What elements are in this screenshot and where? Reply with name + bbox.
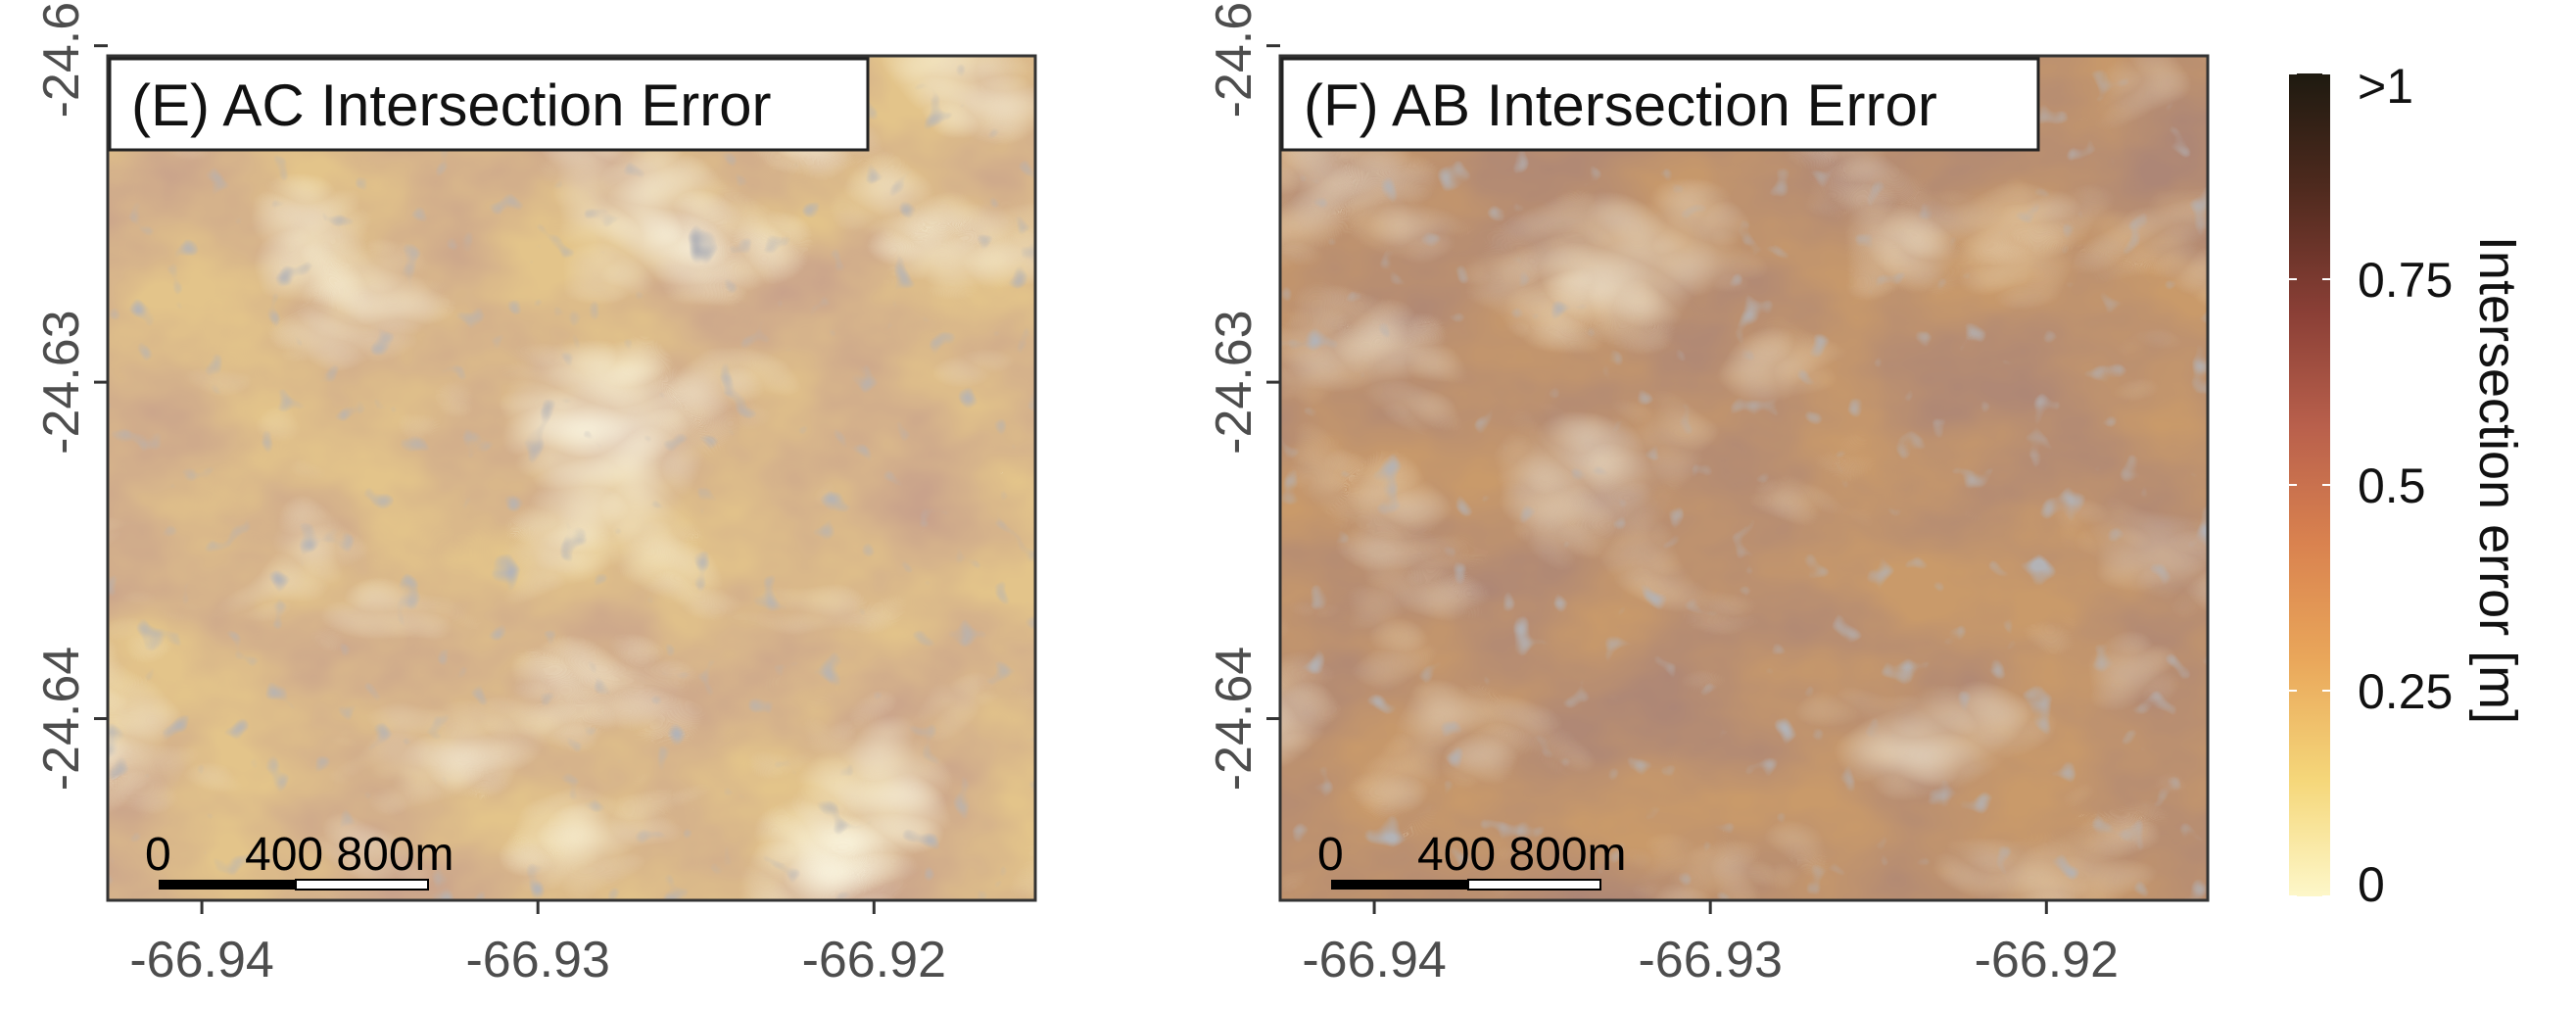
panel-f: -66.94 -66.93 -66.92 -24.62 -24.63 -24.64 (F)… (1206, 0, 2210, 988)
panel-f-scalebar-white (1467, 879, 1601, 891)
panel-e-scalebar: 0 400 800m (145, 829, 454, 891)
colorbar-title: Intersection error [m] (2468, 236, 2527, 724)
colorbar-tick-label: >1 (2358, 59, 2413, 114)
panel-e: -66.94 -66.93 -66.92 -24.62 -24.63 -24.64 (E)… (33, 0, 1037, 988)
panel-f-raster (1280, 56, 2208, 900)
panel-e-scalebar-zero: 0 (145, 829, 171, 881)
panel-f-scalebar-distance: 400 800m (1417, 829, 1627, 881)
panel-e-title: (E) AC Intersection Error (131, 72, 772, 138)
panel-e-scalebar-white (295, 879, 429, 891)
colorbar-tick-label: 0 (2358, 857, 2385, 912)
colorbar: 0 0.25 0.5 0.75 >1 Intersection error [m] (2289, 59, 2527, 912)
panel-f-scalebar: 0 400 800m (1317, 829, 1627, 891)
panel-f-y-tick-label: -24.62 (1206, 0, 1263, 118)
panel-e-y-tick-label: -24.62 (33, 0, 90, 118)
panel-e-y-tick-label: -24.64 (33, 647, 90, 791)
panel-f-y-tick-label: -24.64 (1206, 647, 1263, 791)
panel-f-scalebar-black (1331, 880, 1468, 890)
panel-f-axes: -66.94 -66.93 -66.92 -24.62 -24.63 -24.64 (1206, 0, 2119, 988)
panel-e-x-tick-label: -66.94 (129, 932, 273, 988)
panel-f-title-box: (F) AB Intersection Error (1280, 57, 2040, 152)
panel-f-scalebar-zero: 0 (1317, 829, 1344, 881)
panel-f-title: (F) AB Intersection Error (1304, 72, 1937, 138)
colorbar-tick-label: 0.25 (2358, 664, 2453, 719)
panel-e-x-tick-label: -66.92 (802, 932, 946, 988)
panel-e-scalebar-distance: 400 800m (245, 829, 454, 881)
panel-e-x-tick-label: -66.93 (465, 932, 609, 988)
panel-e-axes: -66.94 -66.93 -66.92 -24.62 -24.63 -24.64 (33, 0, 946, 988)
colorbar-ticks: 0 0.25 0.5 0.75 >1 (2289, 59, 2453, 912)
panel-e-y-tick-label: -24.63 (33, 310, 90, 454)
panel-f-y-tick-label: -24.63 (1206, 310, 1263, 454)
panel-f-x-tick-label: -66.94 (1302, 932, 1446, 988)
panel-e-title-box: (E) AC Intersection Error (108, 57, 870, 152)
colorbar-tick-label: 0.5 (2358, 458, 2426, 513)
panel-f-x-tick-label: -66.92 (1975, 932, 2119, 988)
panel-e-raster (108, 56, 1035, 900)
panel-f-x-tick-label: -66.93 (1638, 932, 1782, 988)
colorbar-tick-label: 0.75 (2358, 253, 2453, 308)
panel-e-scalebar-black (159, 880, 296, 890)
